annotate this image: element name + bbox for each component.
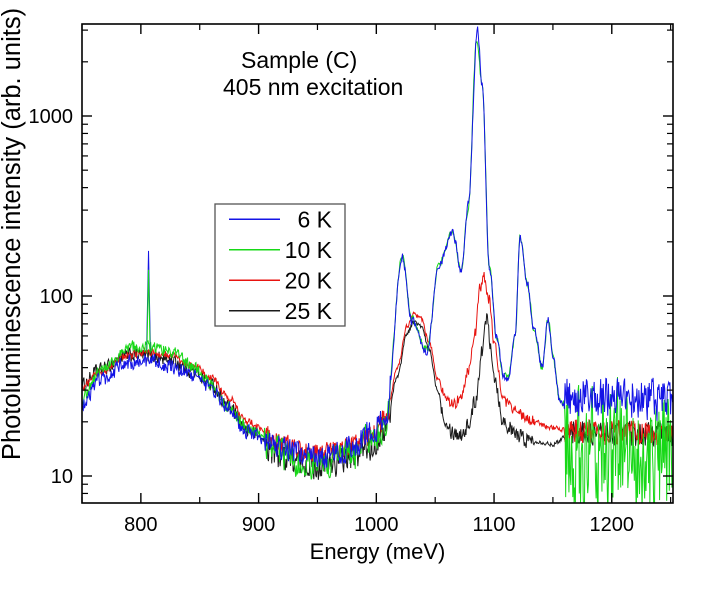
svg-text:1200: 1200 <box>590 514 635 536</box>
svg-text:Sample (C): Sample (C) <box>241 47 357 73</box>
svg-text:800: 800 <box>124 514 157 536</box>
svg-text:1100: 1100 <box>473 514 516 536</box>
svg-text:1000: 1000 <box>29 106 74 128</box>
svg-text:20 K: 20 K <box>285 267 333 293</box>
svg-text:100: 100 <box>40 286 73 308</box>
svg-text:1000: 1000 <box>354 514 399 536</box>
svg-text:10 K: 10 K <box>285 237 333 263</box>
svg-text:Energy (meV): Energy (meV) <box>310 539 446 564</box>
svg-text:405 nm excitation: 405 nm excitation <box>223 74 403 100</box>
svg-text:25 K: 25 K <box>285 298 333 324</box>
svg-text:10: 10 <box>51 466 73 488</box>
svg-text:6 K: 6 K <box>297 206 332 232</box>
svg-text:Photoluminescence intensity (a: Photoluminescence intensity (arb. units) <box>0 8 26 460</box>
svg-text:900: 900 <box>242 514 275 536</box>
